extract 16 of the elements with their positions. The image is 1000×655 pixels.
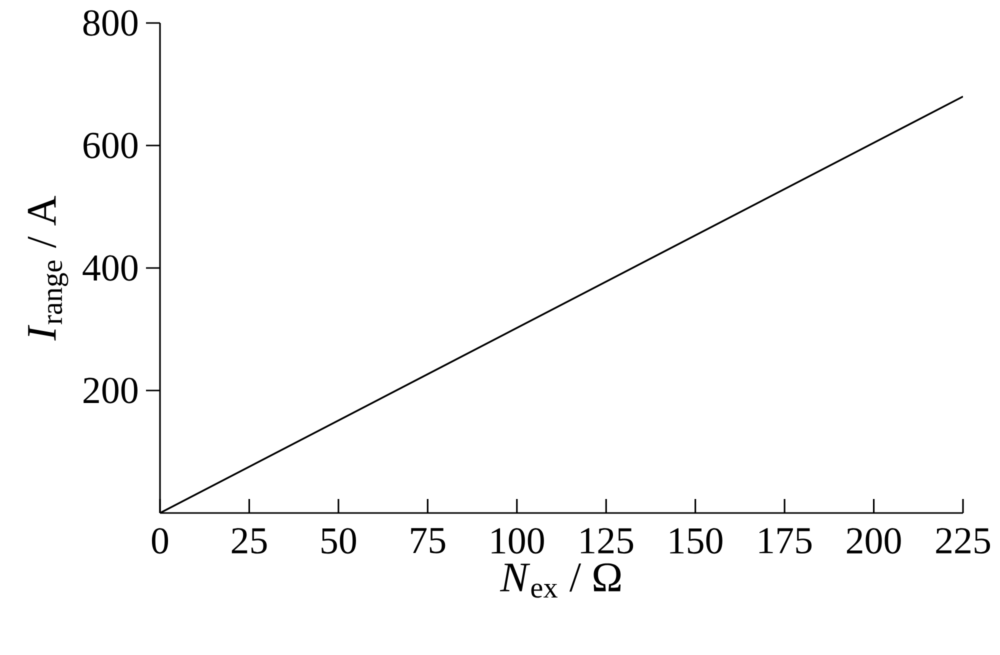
x-tick-label: 200 (846, 528, 901, 554)
x-tick-label: 175 (759, 528, 812, 554)
x-tick-label: 225 (936, 528, 990, 554)
x-tick-label: 125 (580, 528, 634, 554)
y-tick-label: 400 (82, 255, 138, 281)
x-tick-label: 0 (152, 528, 168, 554)
x-axis-title: N$_{ex}$ / Ω (500, 563, 621, 598)
y-tick-label: 600 (84, 132, 138, 158)
x-tick-label: 50 (322, 528, 356, 554)
y-tick-label: 200 (84, 378, 138, 404)
x-tick-label: 75 (411, 528, 446, 554)
x-tick-label: 150 (670, 528, 722, 554)
x-tick-label: 100 (492, 528, 544, 554)
y-axis-title: I$_{range}$ / A (28, 196, 68, 341)
y-tick-label: 800 (83, 10, 138, 36)
x-tick-label: 25 (232, 528, 267, 554)
